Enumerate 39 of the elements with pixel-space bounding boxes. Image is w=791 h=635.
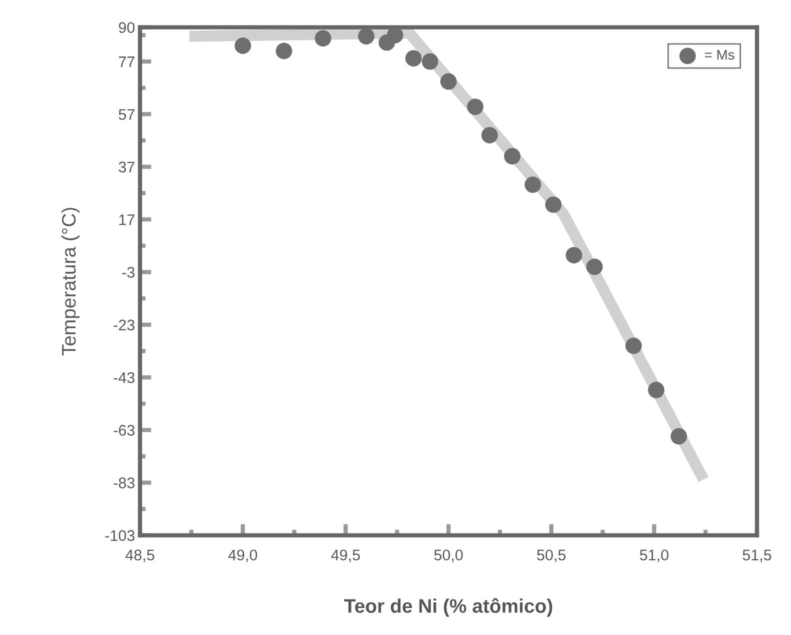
point [234,38,252,54]
y-tick-label: -63 [114,424,134,436]
y-tick-label: -103 [105,530,134,541]
point [440,73,457,90]
x-tick-label: 51,5 [742,550,772,562]
point [586,258,603,276]
point [405,50,422,67]
y-tick-label: 17 [119,214,134,225]
y-axis-title: Temperatura (°C) [61,208,80,356]
point [422,53,438,70]
point [545,196,562,213]
x-tick-label: 50,0 [434,550,463,562]
y-tick-label: -43 [114,372,134,384]
point [481,127,498,144]
point [504,148,520,164]
x-tick-label: 49,5 [331,550,360,562]
y-tick-label: 90 [118,22,135,33]
legend-label: = Ms [704,50,734,60]
y-tick-label: 57 [118,109,134,120]
x-tick-label: 49,0 [228,550,258,562]
y-tick-label: 77 [118,56,134,68]
point [386,27,404,44]
y-tick-label: -23 [114,320,134,330]
point [648,382,664,398]
x-tick-label: 51,0 [640,550,668,562]
x-tick-label: 50,5 [537,550,566,562]
point [314,30,332,47]
x-axis-title: Teor de Ni (% atômico) [344,598,552,617]
x-tick-label: 48,5 [125,550,154,562]
point [625,338,642,354]
point [670,428,688,445]
point [276,42,292,60]
point [467,98,484,116]
y-tick-label: -3 [122,266,134,278]
point [566,247,582,264]
point [524,176,542,193]
point [358,28,374,44]
y-tick-label: -83 [114,478,134,488]
y-tick-label: 37 [118,162,134,172]
